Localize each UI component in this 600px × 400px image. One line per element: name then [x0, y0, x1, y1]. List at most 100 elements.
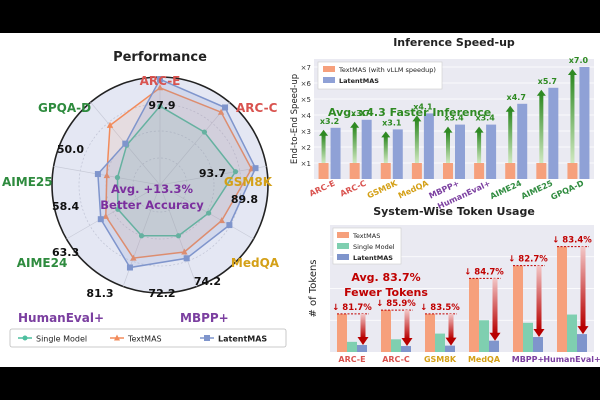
radar-legend-marker [204, 335, 210, 341]
speedup-category-label: AIME25 [520, 178, 555, 201]
radar-value-label: 93.7 [199, 167, 226, 180]
speedup-category-label: GSM8K [366, 178, 400, 200]
tokens-reduction-label: ↓ 81.7% [332, 303, 372, 313]
speedup-bar-label: x4.1 [413, 102, 433, 111]
tokens-category-label: HumanEval+ [543, 355, 600, 364]
speedup-bar-latentmas [517, 103, 528, 179]
radar-point [102, 212, 109, 219]
speedup-category-label: MedQA [397, 178, 431, 200]
radar-point [183, 255, 190, 262]
radar-legend-marker [114, 334, 120, 341]
tokens-ylabel: # of Tokens [308, 259, 319, 317]
speedup-bar-latentmas [392, 129, 403, 179]
speedup-category-label: ARC-C [339, 179, 368, 199]
speedup-bar-label: x3.7 [351, 109, 370, 118]
speedup-annotation: Avg. x4.3 Faster Inference [328, 106, 491, 119]
radar-category-label: GPQA-D [38, 101, 91, 115]
radar-category-label: AIME25 [2, 175, 53, 189]
tokens-arrow-head [445, 337, 457, 346]
speedup-ytick: ×7 [301, 64, 311, 72]
radar-legend-box [9, 328, 287, 348]
radar-category-label: GSM8K [224, 175, 273, 189]
radar-point [97, 216, 104, 223]
speedup-bar-latentmas [579, 67, 590, 179]
tokens-bar-textmas [469, 278, 479, 352]
speedup-legend-label: LatentMAS [339, 77, 379, 85]
radar-point [206, 210, 212, 216]
radar-value-label: 72.2 [148, 287, 175, 300]
radar-spoke [66, 184, 161, 240]
radar-point [175, 233, 182, 239]
radar-spoke [159, 102, 230, 186]
radar-value-label: 81.3 [86, 287, 113, 300]
radar-point [94, 171, 101, 178]
speedup-arrow-head [319, 129, 329, 136]
radar-value-label: 50.0 [57, 143, 84, 156]
radar-point [181, 248, 188, 255]
speedup-arrow-head [350, 121, 360, 128]
radar-category-label: MBPP+ [180, 311, 229, 325]
tokens-category-label: MBPP+ [512, 355, 545, 364]
tokens-arrow-head [357, 337, 369, 346]
speedup-ytick: ×1 [301, 160, 311, 168]
tokens-legend-label: LatentMAS [353, 254, 393, 262]
speedup-ytick: ×2 [301, 144, 311, 152]
tokens-bar-latentmas [445, 345, 455, 352]
radar-point [222, 104, 229, 111]
tokens-bar-single-model [391, 339, 401, 352]
speedup-bar-textmas [411, 163, 422, 179]
radar-value-label: 58.4 [52, 200, 79, 213]
speedup-legend-box [317, 61, 443, 90]
tokens-bar-latentmas [401, 346, 411, 352]
radar-legend-label: Single Model [36, 335, 87, 344]
speedup-bar-textmas [474, 163, 485, 179]
radar-point [218, 217, 225, 224]
tokens-reduction-label: ↓ 84.7% [464, 267, 504, 277]
speedup-bar-latentmas [548, 87, 559, 179]
radar-series-single-model [116, 105, 237, 237]
speedup-arrow-head [536, 89, 546, 96]
tokens-legend-label: TextMAS [352, 232, 380, 240]
tokens-legend-swatch [337, 243, 349, 249]
speedup-bar-latentmas [423, 113, 434, 179]
speedup-arrow-shaft [508, 110, 513, 163]
tokens-arrow-head [533, 329, 545, 338]
radar-point [122, 140, 129, 147]
radar-point [157, 76, 163, 83]
tokens-reduction-label: ↓ 82.7% [508, 255, 548, 265]
speedup-bar-latentmas [486, 124, 497, 179]
speedup-bar-textmas [536, 163, 547, 179]
tokens-annotation: Fewer Tokens [344, 286, 428, 299]
radar-category-label: MedQA [231, 256, 280, 270]
tokens-reduction-label: ↓ 83.5% [420, 303, 460, 313]
tokens-bar-textmas [513, 265, 523, 352]
speedup-bar-latentmas [330, 127, 341, 179]
figure-panel: Performance ARC-E ARC-C GSM8K MedQA MBPP+ Huma… [0, 33, 600, 367]
tokens-reduction-label: ↓ 83.4% [552, 236, 592, 246]
tokens-legend-label: Single Model [353, 243, 395, 251]
speedup-bar-textmas [318, 163, 329, 179]
tokens-arrow-shaft [360, 313, 366, 339]
radar-point [157, 103, 163, 109]
radar-point [201, 129, 208, 135]
speedup-arrow-shaft [539, 94, 544, 163]
radar-annotation: Better Accuracy [100, 198, 204, 212]
speedup-arrow-head [474, 126, 484, 133]
speedup-bar-textmas [505, 163, 516, 179]
speedup-ytick: ×4 [301, 112, 312, 120]
speedup-arrow-shaft [570, 74, 575, 163]
speedup-bar-textmas [349, 163, 360, 179]
tokens-arrow-shaft [404, 310, 410, 340]
radar-spoke [159, 165, 267, 186]
tokens-bar-textmas [337, 313, 347, 352]
tokens-bar-single-model [479, 320, 489, 352]
speedup-title: Inference Speed-up [393, 36, 515, 49]
speedup-bar-label: x7.0 [569, 56, 589, 65]
speedup-bar-label: x3.4 [444, 114, 464, 123]
figure-svg: PerformanceARC-EARC-CGSM8KMedQAMBPP+Huma… [2, 36, 600, 364]
tokens-category-label: ARC-E [338, 355, 365, 364]
tokens-arrow-head [489, 332, 501, 341]
speedup-bar-label: x3.1 [382, 118, 402, 127]
speedup-arrow-shaft [477, 131, 482, 163]
radar-category-label: ARC-E [140, 74, 181, 88]
